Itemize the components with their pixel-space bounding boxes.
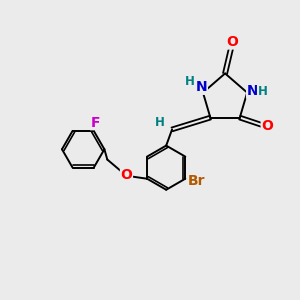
Text: Br: Br (188, 174, 205, 188)
Text: N: N (196, 80, 207, 94)
Text: O: O (261, 119, 273, 134)
Text: O: O (121, 168, 132, 182)
Text: H: H (185, 75, 195, 88)
Text: N: N (247, 84, 258, 98)
Text: O: O (226, 35, 238, 49)
Text: H: H (155, 116, 165, 128)
Text: H: H (257, 85, 267, 98)
Text: F: F (91, 116, 100, 130)
